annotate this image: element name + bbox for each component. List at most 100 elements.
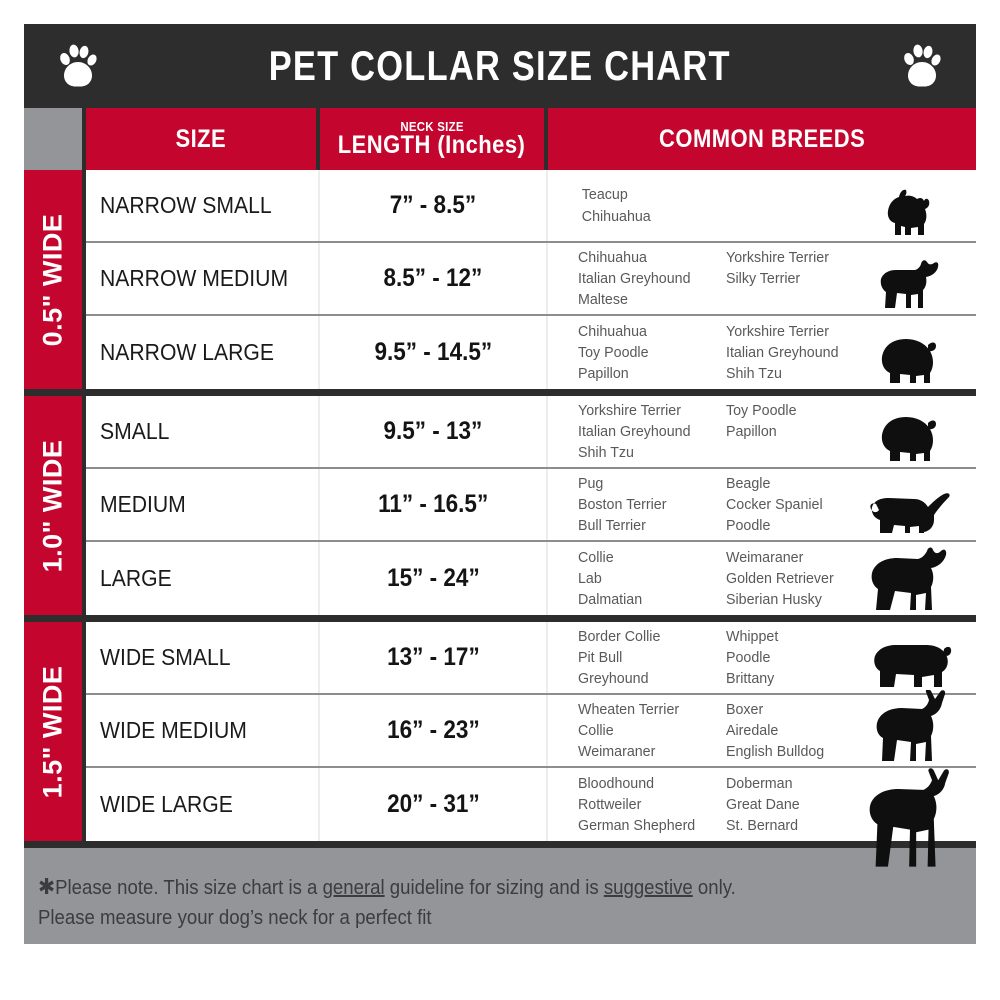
breed-name: Cocker Spaniel xyxy=(726,495,823,513)
neck-length-text: 13” - 17” xyxy=(386,643,480,671)
breed-name: Yorkshire Terrier xyxy=(578,401,681,419)
size-name-text: WIDE MEDIUM xyxy=(100,717,247,743)
breed-name: Beagle xyxy=(726,474,771,492)
header-corner-cell xyxy=(24,108,86,170)
size-name-text: NARROW MEDIUM xyxy=(100,265,289,291)
header-cell-breeds: COMMON BREEDS xyxy=(548,108,976,170)
cell-size-name: LARGE xyxy=(86,542,320,615)
table-row[interactable]: NARROW MEDIUM 8.5” - 12” Chihuahua Italian … xyxy=(86,243,976,316)
breed-columns: Teacup Chihuahua xyxy=(578,184,726,227)
table-row[interactable]: WIDE MEDIUM 16” - 23” Wheaten Terrier Colli… xyxy=(86,690,976,768)
breed-column: Yorkshire Terrier Italian Greyhound Shih T… xyxy=(726,321,867,385)
breed-name: St. Bernard xyxy=(726,817,799,835)
table-row[interactable]: NARROW SMALL 7” - 8.5” Teacup Chihuahua xyxy=(86,170,976,243)
breed-name: Rottweiler xyxy=(578,795,642,813)
neck-length-text: 8.5” - 12” xyxy=(383,264,483,292)
cell-neck-length: 9.5” - 14.5” xyxy=(320,316,548,389)
breed-column: Weimaraner Golden Retriever Siberian Husky xyxy=(726,547,867,611)
breed-column: Chihuahua Italian Greyhound Maltese xyxy=(578,247,719,311)
breed-name: Airedale xyxy=(726,721,779,739)
neck-length-text: 9.5” - 13” xyxy=(383,417,483,445)
table-row[interactable]: SMALL 9.5” - 13” Yorkshire Terrier Italian … xyxy=(86,396,976,469)
cell-size-name: WIDE SMALL xyxy=(86,622,320,693)
breed-name: Poodle xyxy=(726,517,771,535)
neck-length-text: 11” - 16.5” xyxy=(377,490,489,518)
breed-column: Chihuahua Toy Poodle Papillon xyxy=(578,321,719,385)
breed-column: Pug Boston Terrier Bull Terrier xyxy=(578,473,719,537)
breed-columns: Pug Boston Terrier Bull Terrier Beagle Cocke… xyxy=(578,473,874,537)
cell-neck-length: 11” - 16.5” xyxy=(320,469,548,540)
breed-name: Siberian Husky xyxy=(726,591,822,609)
breed-column: Doberman Great Dane St. Bernard xyxy=(726,773,867,837)
breed-name: Lab xyxy=(578,569,602,587)
breed-name: Yorkshire Terrier xyxy=(726,248,829,266)
breed-name: Boxer xyxy=(726,700,764,718)
footer-underline-suggestive: suggestive xyxy=(603,877,693,899)
breed-columns: Chihuahua Toy Poodle Papillon Yorkshire Ter… xyxy=(578,321,874,385)
breed-name: Papillon xyxy=(578,365,629,383)
table-row[interactable]: LARGE 15” - 24” Collie Lab Dalmatian Weimaran… xyxy=(86,542,976,615)
breed-name: Golden Retriever xyxy=(726,569,834,587)
table-header-row: SIZE NECK SIZE LENGTH (Inches) COMMON BR… xyxy=(24,108,976,170)
footer-line-1: ✱Please note. This size chart is a gener… xyxy=(38,870,890,903)
neck-length-text: 20” - 31” xyxy=(386,790,480,818)
neck-length-text: 16” - 23” xyxy=(386,716,480,744)
table-body: 0.5" WIDE NARROW SMALL 7” - 8.5” Teacup Chih… xyxy=(24,170,976,867)
table-row[interactable]: MEDIUM 11” - 16.5” Pug Boston Terrier Bull T… xyxy=(86,469,976,542)
group-width-label: 0.5" WIDE xyxy=(24,170,86,389)
cell-common-breeds: Collie Lab Dalmatian Weimaraner Golden Retri… xyxy=(548,542,976,615)
table-row[interactable]: NARROW LARGE 9.5” - 14.5” Chihuahua Toy Poo… xyxy=(86,316,976,389)
breed-name: Bloodhound xyxy=(578,774,655,792)
breed-columns: Bloodhound Rottweiler German Shepherd Dober… xyxy=(578,773,874,837)
breed-name: Weimaraner xyxy=(726,548,804,566)
footer-text-a: Please note. This size chart is a xyxy=(55,877,323,899)
size-name-text: WIDE LARGE xyxy=(100,791,233,817)
size-group: 1.0" WIDE SMALL 9.5” - 13” Yorkshire Terrie… xyxy=(24,396,976,622)
breed-name: Shih Tzu xyxy=(726,365,782,383)
pet-collar-size-chart: PET COLLAR SIZE CHART SIZE NECK SIZE LEN… xyxy=(24,24,976,976)
breed-name: Greyhound xyxy=(578,670,649,688)
cell-neck-length: 7” - 8.5” xyxy=(320,170,548,241)
breed-column: Teacup Chihuahua xyxy=(578,184,719,227)
breed-name: Poodle xyxy=(726,648,771,666)
neck-length-text: 7” - 8.5” xyxy=(389,191,477,219)
cell-neck-length: 16” - 23” xyxy=(320,695,548,766)
header-length-label: LENGTH (Inches) xyxy=(338,130,526,159)
size-name-text: NARROW LARGE xyxy=(100,339,275,365)
breed-column: Collie Lab Dalmatian xyxy=(578,547,719,611)
cell-common-breeds: Chihuahua Toy Poodle Papillon Yorkshire Ter… xyxy=(548,316,976,389)
breed-name: Boston Terrier xyxy=(578,495,667,513)
cell-neck-length: 8.5” - 12” xyxy=(320,243,548,314)
cell-neck-length: 13” - 17” xyxy=(320,622,548,693)
breed-name: Weimaraner xyxy=(578,743,656,761)
group-rows: SMALL 9.5” - 13” Yorkshire Terrier Italian … xyxy=(86,396,976,615)
breed-name: Teacup xyxy=(581,186,628,204)
breed-name: Collie xyxy=(578,548,614,566)
size-name-text: MEDIUM xyxy=(100,491,186,517)
header-cell-length: NECK SIZE LENGTH (Inches) xyxy=(320,108,548,170)
header-breeds-label: COMMON BREEDS xyxy=(658,124,866,153)
neck-length-text: 15” - 24” xyxy=(386,564,480,592)
breed-column: Toy Poodle Papillon xyxy=(726,400,867,464)
breed-name: Italian Greyhound xyxy=(578,422,691,440)
breed-column: Wheaten Terrier Collie Weimaraner xyxy=(578,699,719,763)
breed-name: Papillon xyxy=(726,422,777,440)
breed-columns: Wheaten Terrier Collie Weimaraner Boxer Aire… xyxy=(578,699,874,763)
size-name-text: SMALL xyxy=(100,418,170,444)
breed-columns: Chihuahua Italian Greyhound Maltese Yorkshi… xyxy=(578,247,874,311)
breed-name: Toy Poodle xyxy=(578,343,649,361)
cell-common-breeds: Pug Boston Terrier Bull Terrier Beagle Cocke… xyxy=(548,469,976,540)
breed-name: Italian Greyhound xyxy=(578,269,691,287)
cell-neck-length: 15” - 24” xyxy=(320,542,548,615)
table-row[interactable]: WIDE SMALL 13” - 17” Border Collie Pit Bull… xyxy=(86,622,976,695)
breed-name: Border Collie xyxy=(578,627,661,645)
breed-name: Pit Bull xyxy=(578,648,623,666)
table-row[interactable]: WIDE LARGE 20” - 31” Bloodhound Rottweiler G… xyxy=(86,768,976,867)
group-width-label-text: 1.5" WIDE xyxy=(37,665,68,798)
size-name-text: NARROW SMALL xyxy=(100,192,272,218)
page-title: PET COLLAR SIZE CHART xyxy=(268,42,732,89)
breed-name: Chihuahua xyxy=(581,207,651,225)
cell-common-breeds: Bloodhound Rottweiler German Shepherd Dober… xyxy=(548,768,976,867)
footer-text-c: only. xyxy=(692,877,736,899)
header-size-label: SIZE xyxy=(175,124,227,153)
